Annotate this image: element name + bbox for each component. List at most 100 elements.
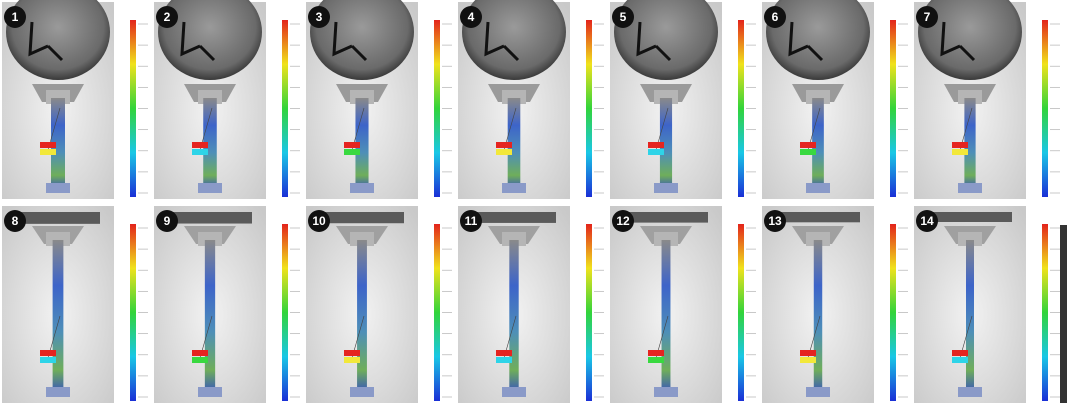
color-bar bbox=[1042, 20, 1048, 197]
panel: 5 bbox=[610, 0, 756, 199]
probe-box bbox=[496, 357, 512, 363]
panel-number: 10 bbox=[312, 214, 326, 228]
specimen-bottom bbox=[350, 387, 374, 397]
panels: 1234567891011121314 bbox=[2, 0, 1067, 403]
specimen-bottom bbox=[502, 387, 526, 397]
panel-number: 11 bbox=[465, 214, 478, 228]
panel: 6 bbox=[762, 0, 908, 199]
probe-box bbox=[192, 357, 208, 363]
panel: 2 bbox=[154, 0, 300, 199]
specimen-bottom bbox=[958, 183, 982, 193]
panel-number: 4 bbox=[468, 10, 475, 24]
probe-box bbox=[648, 350, 664, 356]
specimen bbox=[205, 240, 215, 393]
specimen-bottom bbox=[350, 183, 374, 193]
color-bar bbox=[282, 224, 288, 401]
specimen bbox=[53, 240, 64, 393]
grip-jaw bbox=[776, 212, 860, 222]
panel-number: 3 bbox=[316, 10, 323, 24]
image-grid: 1234567891011121314 bbox=[0, 0, 1067, 403]
specimen-bottom bbox=[198, 387, 222, 397]
probe-box bbox=[192, 350, 208, 356]
color-bar bbox=[1042, 224, 1048, 401]
panel-number: 2 bbox=[164, 10, 171, 24]
panel: 12 bbox=[610, 206, 756, 403]
probe-box bbox=[192, 142, 208, 148]
probe-box bbox=[496, 149, 512, 155]
color-bar bbox=[738, 20, 744, 197]
grip-jaw bbox=[320, 212, 404, 223]
probe-box bbox=[40, 350, 56, 356]
probe-box bbox=[648, 149, 664, 155]
specimen bbox=[814, 240, 822, 393]
specimen-bottom bbox=[198, 183, 222, 193]
panel-number: 12 bbox=[616, 214, 630, 228]
color-bar bbox=[434, 224, 440, 401]
specimen bbox=[662, 240, 671, 393]
panel-number: 8 bbox=[12, 214, 19, 228]
edge-strip bbox=[1060, 225, 1067, 403]
probe-box bbox=[40, 149, 56, 155]
color-bar bbox=[130, 224, 136, 401]
color-bar bbox=[434, 20, 440, 197]
panel-number: 6 bbox=[772, 10, 779, 24]
probe-box bbox=[952, 350, 968, 356]
specimen-bottom bbox=[654, 387, 678, 397]
probe-box bbox=[344, 142, 360, 148]
panel: 4 bbox=[458, 0, 604, 199]
probe-box bbox=[800, 357, 816, 363]
probe-box bbox=[40, 142, 56, 148]
panel: 11 bbox=[458, 206, 604, 403]
specimen bbox=[509, 240, 518, 393]
grip-jaw bbox=[472, 212, 556, 223]
probe-box bbox=[800, 350, 816, 356]
grip-jaw bbox=[928, 212, 1012, 222]
panel: 3 bbox=[306, 0, 452, 199]
specimen-bottom bbox=[654, 183, 678, 193]
grip-jaw bbox=[624, 212, 708, 223]
panel: 8 bbox=[2, 206, 148, 403]
probe-box bbox=[800, 149, 816, 155]
color-bar bbox=[586, 224, 592, 401]
probe-box bbox=[952, 149, 968, 155]
color-bar bbox=[130, 20, 136, 197]
specimen-bottom bbox=[958, 387, 982, 397]
color-bar bbox=[890, 20, 896, 197]
panel-number: 5 bbox=[620, 10, 627, 24]
color-bar bbox=[738, 224, 744, 401]
specimen-bottom bbox=[806, 387, 830, 397]
panel-number: 1 bbox=[12, 10, 19, 24]
panel: 7 bbox=[914, 0, 1060, 199]
specimen-bottom bbox=[806, 183, 830, 193]
panel-number: 7 bbox=[924, 10, 931, 24]
panel: 10 bbox=[306, 206, 452, 403]
panel: 1 bbox=[2, 0, 148, 199]
probe-box bbox=[952, 357, 968, 363]
probe-box bbox=[648, 357, 664, 363]
panel: 14 bbox=[914, 206, 1060, 403]
probe-box bbox=[952, 142, 968, 148]
specimen bbox=[966, 240, 974, 393]
grip-jaw bbox=[168, 212, 252, 224]
specimen bbox=[357, 240, 367, 393]
probe-box bbox=[648, 142, 664, 148]
color-bar bbox=[890, 224, 896, 401]
color-bar bbox=[282, 20, 288, 197]
probe-box bbox=[40, 357, 56, 363]
probe-box bbox=[344, 350, 360, 356]
panel-number: 9 bbox=[164, 214, 171, 228]
probe-box bbox=[344, 149, 360, 155]
specimen-bottom bbox=[502, 183, 526, 193]
specimen-bottom bbox=[46, 387, 70, 397]
panel: 13 bbox=[762, 206, 908, 403]
probe-box bbox=[496, 350, 512, 356]
grip-jaw bbox=[16, 212, 100, 224]
specimen-bottom bbox=[46, 183, 70, 193]
panel-number: 13 bbox=[768, 214, 782, 228]
color-bar bbox=[586, 20, 592, 197]
panel-number: 14 bbox=[920, 214, 934, 228]
panel: 9 bbox=[154, 206, 300, 403]
probe-box bbox=[344, 357, 360, 363]
probe-box bbox=[192, 149, 208, 155]
probe-box bbox=[496, 142, 512, 148]
